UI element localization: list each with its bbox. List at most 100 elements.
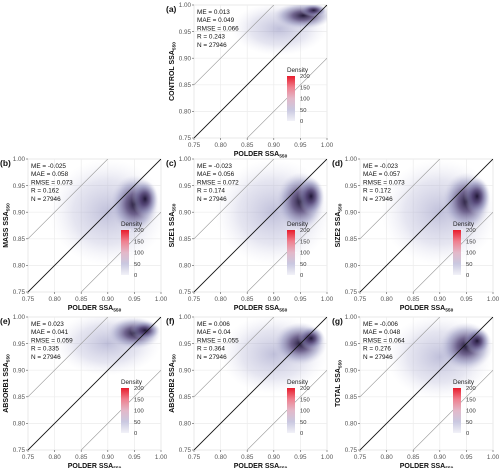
y-tick-label: 0.75	[179, 289, 192, 296]
x-tick-label: 1.00	[487, 296, 500, 303]
y-tick-label: 0.85	[179, 82, 192, 89]
panel-b: 0.75 0.80 0.85 0.90 0.95 1.00 0.75 0.80 0.85 0.90…	[0, 156, 168, 313]
legend-tick-label: 0	[134, 273, 137, 279]
legend-tick-label: 100	[134, 409, 144, 415]
legend-tick-label: 0	[466, 431, 469, 437]
y-tick-label: 0.85	[345, 394, 358, 401]
legend-tick-label: 50	[466, 420, 472, 426]
y-tick-label: 1.00	[345, 314, 358, 321]
x-tick-label: 0.95	[128, 296, 141, 303]
x-axis-label: POLDER SSA550	[234, 463, 288, 468]
stat-line: MAE = 0.056	[197, 171, 235, 178]
y-tick-label: 0.90	[179, 55, 192, 62]
y-axis-label: MASS SSA550	[3, 203, 12, 248]
panel-f: 0.75 0.80 0.85 0.90 0.95 1.00 0.75 0.80 0.85 0.90…	[166, 314, 334, 468]
stat-line: RMSE = 0.059	[31, 337, 73, 344]
x-axis-label: POLDER SSA550	[234, 151, 288, 160]
stat-line: ME = 0.013	[197, 9, 230, 16]
legend-colorbar	[121, 230, 129, 275]
one-to-one-line	[360, 317, 493, 450]
y-tick-label: 0.95	[345, 183, 358, 190]
legend-colorbar	[121, 388, 129, 433]
y-tick-label: 0.90	[179, 209, 192, 216]
stat-line: ME = 0.023	[31, 321, 64, 328]
density-blob	[463, 177, 491, 215]
legend-tick-label: 150	[300, 85, 310, 91]
legend-tick-label: 100	[300, 409, 310, 415]
x-axis-label: POLDER SSA550	[400, 305, 454, 314]
panel-tag: (c)	[166, 158, 177, 168]
legend-tick-label: 200	[134, 386, 144, 392]
density-blob	[300, 5, 327, 17]
y-tick-label: 0.95	[179, 341, 192, 348]
panel-e: 0.75 0.80 0.85 0.90 0.95 1.00 0.75 0.80 0.85 0.90…	[0, 314, 168, 468]
legend-tick-label: 100	[134, 251, 144, 257]
x-tick-label: 0.80	[380, 296, 393, 303]
one-to-one-line	[28, 159, 161, 292]
upper-bound-line	[194, 5, 275, 86]
legend-tick-label: 150	[134, 239, 144, 245]
stat-line: RMSE = 0.066	[197, 25, 239, 32]
panel-g: 0.75 0.80 0.85 0.90 0.95 1.00 0.75 0.80 0.85 0.90…	[332, 314, 500, 468]
y-tick-label: 0.80	[345, 263, 358, 270]
legend-tick-label: 200	[300, 386, 310, 392]
y-tick-label: 0.90	[345, 209, 358, 216]
density-cloud	[194, 159, 327, 292]
density-cloud	[28, 159, 161, 292]
legend-tick-label: 150	[300, 397, 310, 403]
legend-title: Density	[121, 221, 143, 228]
legend-tick-label: 200	[300, 74, 310, 80]
y-axis-label: SIZE2 SSA550	[335, 203, 344, 247]
x-tick-label: 0.85	[407, 296, 420, 303]
stat-line: N = 27946	[31, 354, 61, 361]
y-tick-label: 0.75	[345, 289, 358, 296]
x-tick-label: 1.00	[321, 142, 334, 149]
panel-tag: (b)	[0, 158, 11, 168]
stat-line: ME = -0.025	[31, 163, 66, 170]
legend-title: Density	[287, 379, 309, 386]
panel-tag: (e)	[0, 316, 11, 326]
x-tick-label: 0.90	[268, 296, 281, 303]
stat-line: RMSE = 0.055	[197, 337, 239, 344]
x-tick-label: 1.00	[321, 454, 334, 461]
y-tick-label: 0.80	[179, 109, 192, 116]
panel-c: 0.75 0.80 0.85 0.90 0.95 1.00 0.75 0.80 0.85 0.90…	[166, 156, 334, 313]
density-blob	[463, 327, 491, 355]
legend-tick-label: 150	[466, 239, 476, 245]
x-tick-label: 0.75	[188, 142, 201, 149]
y-tick-label: 0.85	[13, 394, 26, 401]
x-tick-label: 0.95	[294, 454, 307, 461]
x-axis-label: POLDER SSA550	[400, 463, 454, 468]
density-blob	[297, 177, 325, 215]
y-tick-label: 0.90	[179, 367, 192, 374]
legend-tick-label: 0	[300, 273, 303, 279]
stat-line: MAE = 0.04	[197, 329, 231, 336]
y-tick-label: 0.85	[179, 394, 192, 401]
legend-tick-label: 50	[134, 262, 140, 268]
stat-line: R = 0.364	[197, 346, 225, 353]
x-tick-label: 0.85	[75, 454, 88, 461]
legend-tick-label: 200	[466, 228, 476, 234]
density-blob	[131, 180, 159, 218]
one-to-one-line	[28, 317, 161, 450]
density-cloud	[28, 317, 161, 450]
legend-colorbar	[287, 230, 295, 275]
legend-tick-label: 0	[466, 273, 469, 279]
x-tick-label: 0.75	[22, 454, 35, 461]
x-tick-label: 0.80	[380, 454, 393, 461]
stat-line: MAE = 0.057	[363, 171, 401, 178]
stat-line: RMSE = 0.072	[197, 179, 239, 186]
stat-line: N = 27946	[31, 196, 61, 203]
stat-line: ME = -0.023	[197, 163, 232, 170]
x-tick-label: 0.95	[294, 296, 307, 303]
x-tick-label: 0.90	[268, 454, 281, 461]
y-tick-label: 1.00	[345, 156, 358, 163]
x-axis-label: POLDER SSA550	[234, 305, 288, 314]
x-tick-label: 0.85	[241, 142, 254, 149]
y-tick-label: 0.75	[179, 135, 192, 142]
y-tick-label: 0.80	[179, 421, 192, 428]
y-tick-label: 0.75	[13, 289, 26, 296]
stat-line: RMSE = 0.064	[363, 337, 405, 344]
x-tick-label: 1.00	[321, 296, 334, 303]
